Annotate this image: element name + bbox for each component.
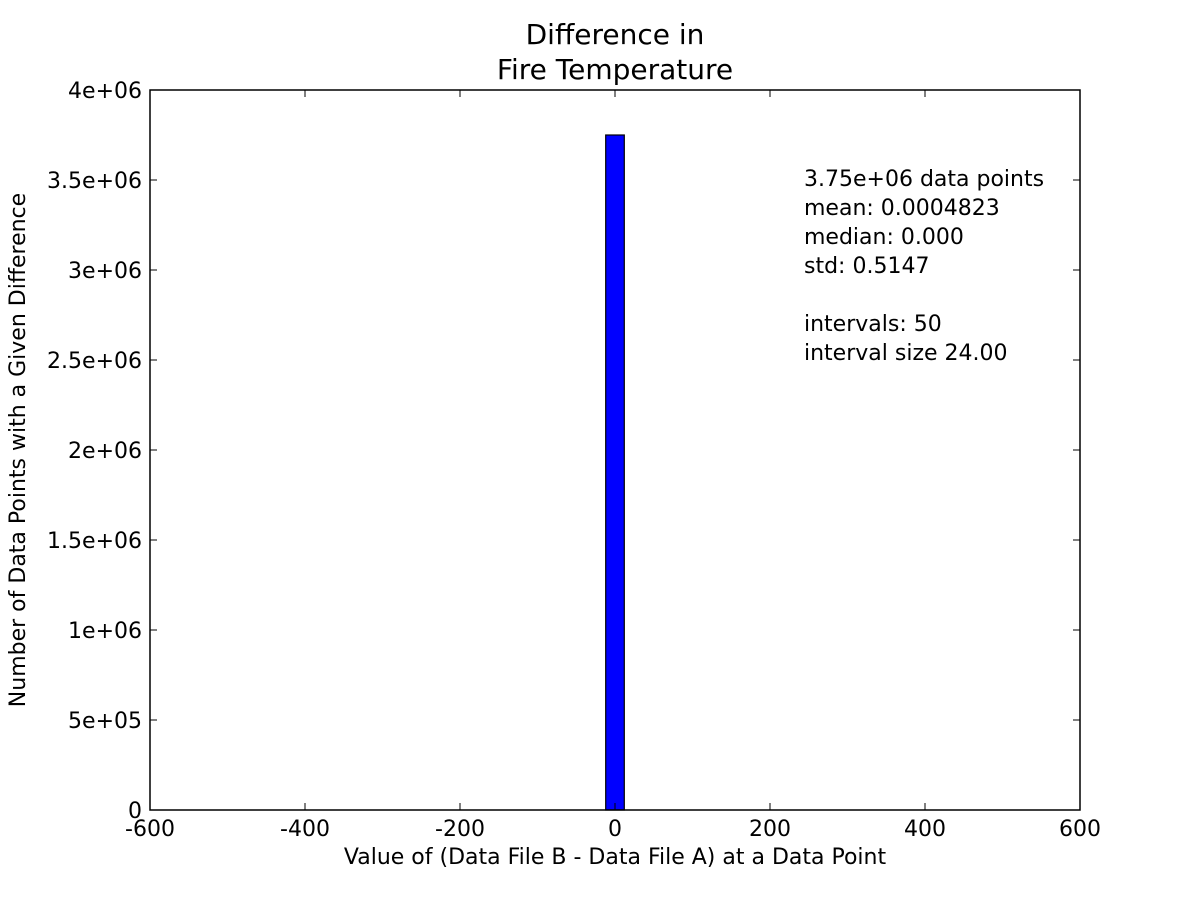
x-tick-label: -400 — [280, 817, 330, 842]
y-tick-label: 3.5e+06 — [47, 169, 142, 194]
y-tick-label: 3e+06 — [68, 259, 142, 284]
y-axis-label: Number of Data Points with a Given Diffe… — [6, 193, 31, 707]
y-tick-label: 4e+06 — [68, 79, 142, 104]
y-tick-label: 5e+05 — [68, 709, 142, 734]
y-tick-label: 1.5e+06 — [47, 529, 142, 554]
x-tick-label: 0 — [608, 817, 622, 842]
stats-line: 3.75e+06 data points — [804, 167, 1044, 192]
chart-title-line: Fire Temperature — [497, 53, 733, 86]
plot-frame — [149, 89, 1081, 811]
bars — [605, 134, 625, 811]
histogram-bar — [605, 134, 625, 811]
y-tick-labels: 0 5e+05 1e+06 1.5e+06 2e+06 2.5e+06 3e+06 3.5e+… — [47, 79, 142, 824]
stats-line: mean: 0.0004823 — [804, 196, 1000, 221]
x-tick-label: 200 — [749, 817, 791, 842]
stats-line: median: 0.000 — [804, 225, 964, 250]
stats-annotation: 3.75e+06 data points mean: 0.0004823 media… — [804, 167, 1044, 366]
y-tick-label: 0 — [128, 799, 142, 824]
x-tick-label: -200 — [435, 817, 485, 842]
x-tick-label: 400 — [904, 817, 946, 842]
stats-line: intervals: 50 — [804, 312, 942, 337]
x-tick-label: 600 — [1059, 817, 1101, 842]
stats-line: std: 0.5147 — [804, 254, 929, 279]
x-tick-label: -600 — [125, 817, 175, 842]
y-tick-label: 2.5e+06 — [47, 349, 142, 374]
x-tick-labels: -600 -400 -200 0 200 400 600 — [125, 817, 1101, 842]
stats-line: interval size 24.00 — [804, 341, 1008, 366]
y-tick-label: 1e+06 — [68, 619, 142, 644]
x-axis-label: Value of (Data File B - Data File A) at … — [344, 845, 887, 870]
chart-title-line: Difference in — [526, 18, 705, 51]
y-tick-label: 2e+06 — [68, 439, 142, 464]
